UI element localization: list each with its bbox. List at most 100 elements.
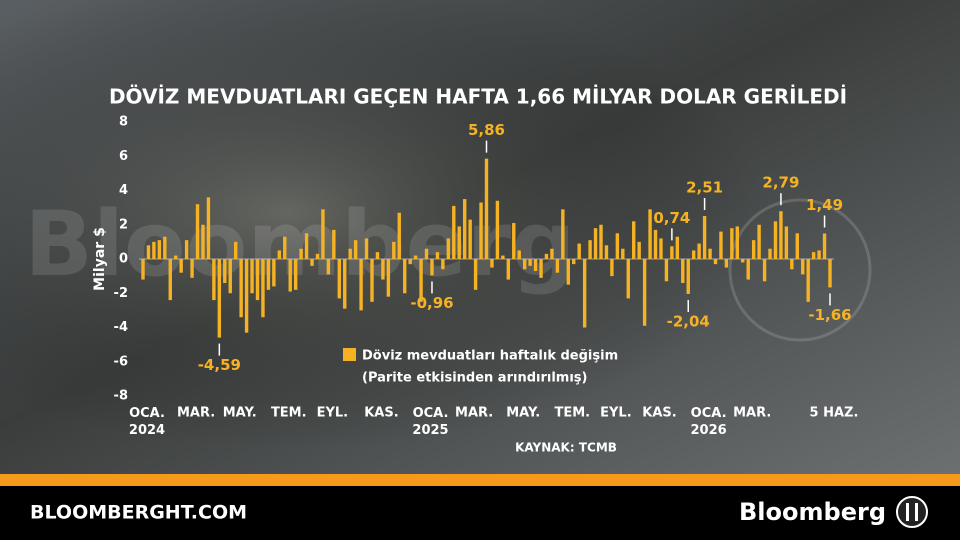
bar [266,259,271,290]
data-label: 5,86 [468,121,505,139]
bar [386,259,391,297]
bar [321,209,325,259]
bar [506,259,511,280]
bar [310,259,314,266]
bar [566,259,570,285]
x-tick-label: OCA. 2025 [412,406,448,438]
bar [544,253,549,259]
bar [659,238,663,259]
x-tick-label: EYL. [600,406,632,421]
bar [817,250,821,259]
bar [424,248,429,259]
bar [806,259,810,302]
bar [250,259,254,294]
x-tick-label: EYL. [317,406,349,421]
legend-note: (Parite etkisinden arındırılmış) [362,371,587,386]
bar [642,259,647,326]
bar [495,200,500,259]
x-tick-label: MAR. [733,406,771,421]
bar [822,233,827,259]
x-tick-label: MAR. [455,406,493,421]
bar [730,228,734,259]
bar [163,236,167,259]
bar [539,259,543,278]
bar [828,259,832,288]
bar [179,259,183,273]
bar [283,236,287,259]
bar [332,229,336,259]
bar [468,219,472,259]
bar [152,241,156,259]
bar [413,255,418,259]
bar [702,216,707,259]
bar [621,248,625,259]
bar [201,224,205,259]
bar [206,197,211,259]
bar [375,252,380,259]
bar [724,259,729,268]
bar [288,259,292,292]
bar [681,259,685,283]
bar [473,259,478,290]
y-tick-label: -8 [114,389,128,404]
data-label: 2,51 [686,179,723,197]
bar [708,248,712,259]
bar [664,259,669,282]
x-tick-label: TEM. [554,406,590,421]
bar [452,205,456,259]
x-tick-label: TEM. [271,406,307,421]
data-label: 0,74 [653,209,690,227]
data-label: -0,96 [410,294,453,312]
bar [326,259,331,275]
bar [632,221,636,259]
bar [141,259,145,280]
bar [517,250,521,259]
bar [435,252,440,259]
bar [795,233,799,259]
bar [741,259,745,263]
bar [430,259,434,276]
bar [195,204,200,259]
bar [190,259,194,278]
x-tick-label: MAY. [223,406,257,421]
chart-title: DÖVİZ MEVDUATLARI GEÇEN HAFTA 1,66 MİLYA… [109,85,847,109]
bar [801,259,805,275]
bar [522,259,527,270]
bar [790,259,794,270]
bar [555,259,560,273]
seal [728,198,872,342]
x-tick-label: KAS. [364,406,398,421]
x-tick-label: KAS. [642,406,676,421]
bar [217,259,222,338]
bar [773,221,778,259]
bar [293,259,298,290]
legend-label: Döviz mevduatları haftalık değişim [362,349,618,364]
bar [184,240,189,259]
bar [653,229,658,259]
bar [528,259,532,266]
bar [675,236,680,259]
bar [615,233,620,259]
bar [697,243,701,259]
bar [364,238,369,259]
bar [408,259,412,265]
logo-mark [906,503,909,521]
y-tick-label: 8 [119,115,128,130]
bar [304,233,309,259]
bar [768,248,772,259]
bar [501,255,505,259]
bar [419,259,423,302]
bar [228,259,232,294]
legend-swatch [343,348,356,361]
data-label: -4,59 [198,356,241,374]
bar [719,231,723,259]
data-label: 2,79 [762,174,799,192]
logo-mark [915,503,918,521]
data-label: -1,66 [808,306,851,324]
x-tick-label: 5 HAZ. [810,406,859,421]
bar [533,259,538,271]
bar [610,259,614,277]
bar [299,248,303,259]
bar [670,246,674,259]
